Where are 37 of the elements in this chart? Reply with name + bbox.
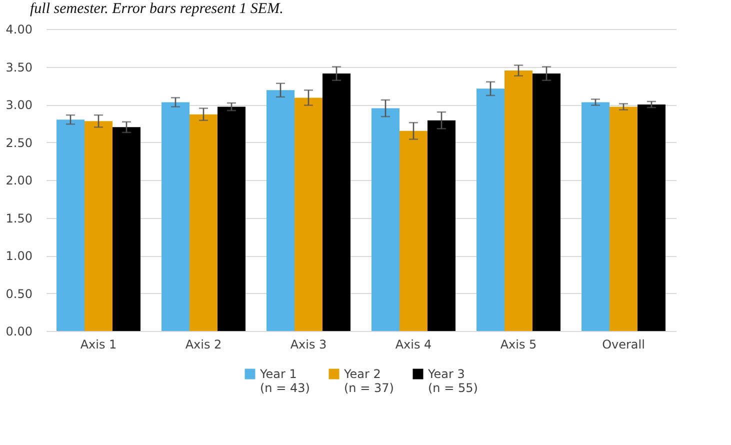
legend-label: Year 2 (n = 37) xyxy=(343,367,394,395)
bar xyxy=(428,120,456,331)
bar xyxy=(476,88,504,331)
y-tick-label: 4.00 xyxy=(6,22,32,36)
x-tick-label: Axis 2 xyxy=(185,338,222,352)
bar xyxy=(610,106,638,331)
bar xyxy=(532,74,560,331)
bar xyxy=(112,127,140,331)
y-tick-label: 2.50 xyxy=(6,136,32,150)
x-tick-label: Axis 4 xyxy=(395,338,432,352)
y-tick-label: 1.50 xyxy=(6,211,32,226)
legend-label: Year 3 (n = 55) xyxy=(427,367,478,395)
bar xyxy=(218,106,246,331)
bar xyxy=(162,102,190,331)
y-tick-label: 3.50 xyxy=(6,60,32,74)
text: full semester. Error bars represent 1 SEM. xyxy=(30,0,284,18)
y-tick-label: 2.00 xyxy=(6,174,32,188)
x-tick-label: Axis 1 xyxy=(80,338,117,352)
x-tick-label: Overall xyxy=(602,338,645,352)
bar xyxy=(294,98,322,331)
bar xyxy=(56,120,84,331)
bar xyxy=(190,114,218,331)
x-tick-label: Axis 5 xyxy=(500,338,537,352)
legend-label: Year 1 (n = 43) xyxy=(259,367,310,395)
bar xyxy=(84,121,112,331)
bar xyxy=(400,130,428,331)
x-tick-label: Axis 3 xyxy=(290,338,327,352)
bar xyxy=(582,102,610,331)
bar xyxy=(372,108,400,331)
bar xyxy=(638,104,666,331)
y-tick-label: 3.00 xyxy=(6,98,32,112)
bar xyxy=(266,90,294,331)
y-tick-label: 0.50 xyxy=(6,286,32,301)
bar xyxy=(504,70,532,331)
y-tick-label: 0.00 xyxy=(6,324,32,338)
bar xyxy=(322,74,350,331)
y-tick-label: 1.00 xyxy=(6,249,32,263)
